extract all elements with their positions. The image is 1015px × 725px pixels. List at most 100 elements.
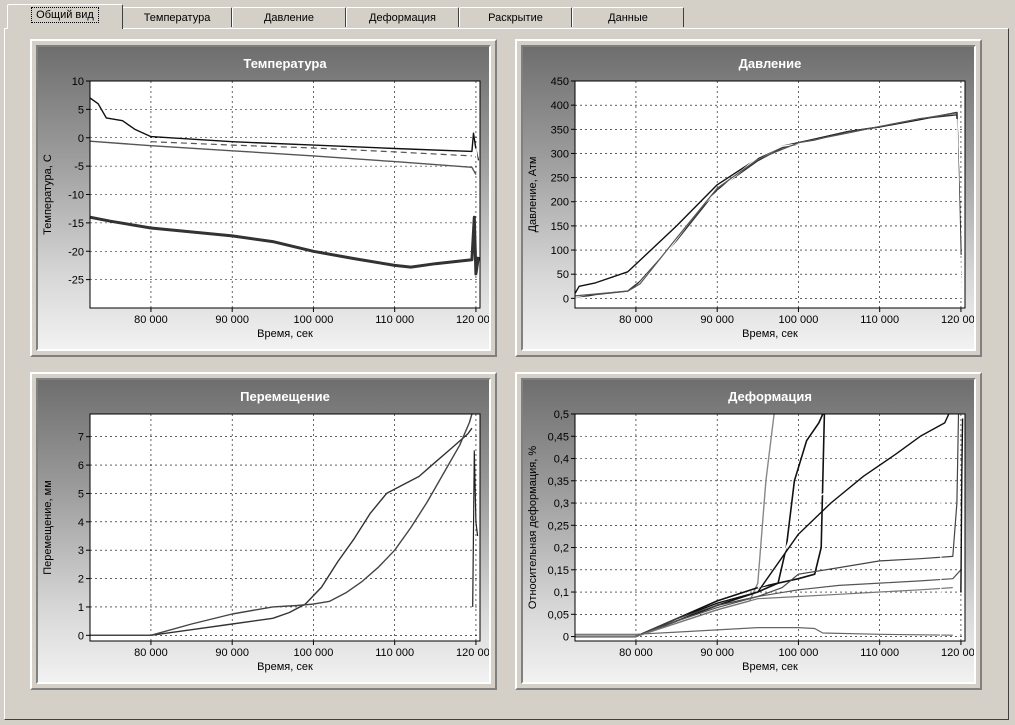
- tab-pressure[interactable]: Давление: [232, 7, 346, 27]
- x-tick-label: 100 000: [294, 314, 334, 326]
- chart-title: Давление: [739, 56, 802, 71]
- y-tick-label: -5: [74, 161, 84, 173]
- series-line-6: [575, 414, 960, 638]
- pressure-chart-area: Давление 80 000 90 000 100 000 110 000 120 00…: [521, 45, 976, 351]
- y-tick-label: 6: [78, 460, 84, 472]
- series-group: [575, 111, 962, 299]
- y-tick-label: -10: [68, 190, 84, 202]
- tab-page: Температура 80 000 90 000 100 000 110 000 120…: [4, 28, 1009, 720]
- x-tick-label: 80 000: [134, 647, 168, 659]
- x-tick-label: 80 000: [134, 314, 168, 326]
- tab-data[interactable]: Данные: [572, 7, 684, 27]
- x-tick-label: 100 000: [779, 647, 819, 659]
- tab-bar: Общий вид Температура Давление Деформаци…: [0, 0, 1015, 29]
- x-tick-label: 110 000: [375, 314, 414, 326]
- series-group: [575, 414, 964, 638]
- chart-title: Температура: [243, 56, 327, 71]
- y-tick-label: 100: [551, 245, 569, 257]
- series-line-4: [575, 112, 957, 297]
- displacement-chart-panel: Перемещение 80 000 90 000 100 000 110 000 120…: [30, 372, 497, 690]
- y-tick-label: 400: [551, 100, 569, 112]
- x-tick-label: 80 000: [619, 314, 653, 326]
- y-tick-label: 300: [551, 148, 569, 160]
- tab-deformation-label: Деформация: [369, 12, 436, 24]
- series-line-4: [150, 141, 472, 157]
- y-tick-label: 0,1: [554, 587, 569, 599]
- pressure-chart-panel: Давление 80 000 90 000 100 000 110 000 120 00…: [515, 39, 982, 357]
- y-tick-label: 5: [78, 104, 84, 116]
- series-line-7: [575, 569, 962, 638]
- deformation-chart-panel: Деформация 80 000 90 000 100 000 110 000 120 …: [515, 372, 982, 690]
- x-tick-label: 90 000: [215, 647, 249, 659]
- series-line-3: [575, 118, 962, 299]
- y-tick-label: 0,5: [554, 409, 569, 421]
- plot-frame: [89, 413, 481, 642]
- tab-opening[interactable]: Раскрытие: [459, 7, 572, 27]
- y-tick-label: 1: [78, 602, 84, 614]
- x-axis-label: Время, сек: [742, 661, 798, 673]
- y-tick-label: 0,35: [548, 476, 569, 488]
- temperature-chart: Температура 80 000 90 000 100 000 110 000 120…: [42, 56, 489, 340]
- tab-pressure-label: Давление: [263, 12, 315, 24]
- y-tick-label: 0,45: [548, 431, 569, 443]
- y-tick-label: 0,2: [554, 543, 569, 555]
- x-axis-label: Время, сек: [742, 328, 798, 340]
- plot-area: [574, 80, 966, 309]
- series-group: [90, 97, 480, 276]
- x-tick-label: 120 000: [456, 647, 489, 659]
- y-tick-label: 3: [78, 545, 84, 557]
- chart-title: Перемещение: [240, 389, 330, 404]
- y-tick-label: 150: [551, 221, 569, 233]
- y-tick-label: 200: [551, 197, 569, 209]
- x-tick-label: 100 000: [294, 647, 334, 659]
- y-tick-label: 0: [78, 630, 84, 642]
- displacement-chart-area: Перемещение 80 000 90 000 100 000 110 000 120…: [36, 378, 491, 684]
- y-tick-label: -25: [68, 275, 84, 287]
- y-tick-label: 4: [78, 517, 84, 529]
- y-axis-label: Давление, Атм: [527, 157, 539, 233]
- tab-opening-label: Раскрытие: [488, 12, 543, 24]
- series-line-3: [472, 450, 479, 607]
- x-tick-label: 120 000: [941, 647, 974, 659]
- y-tick-label: -20: [68, 246, 84, 258]
- x-axis-label: Время, сек: [257, 661, 313, 673]
- y-tick-label: 0,15: [548, 565, 569, 577]
- y-tick-label: 0,05: [548, 609, 569, 621]
- x-tick-label: 80 000: [619, 647, 653, 659]
- deformation-chart: Деформация 80 000 90 000 100 000 110 000 120 …: [527, 389, 974, 673]
- x-tick-label: 90 000: [215, 314, 249, 326]
- x-tick-label: 110 000: [860, 314, 899, 326]
- series-line-4: [757, 422, 954, 589]
- y-tick-label: 250: [551, 173, 569, 185]
- series-line-1: [90, 427, 473, 637]
- x-axis-label: Время, сек: [257, 328, 313, 340]
- y-tick-label: 5: [78, 488, 84, 500]
- y-axis-label: Относительная деформация, %: [527, 446, 539, 609]
- series-line-8: [575, 587, 953, 638]
- x-tick-label: 90 000: [700, 647, 734, 659]
- plot-frame: [574, 80, 966, 309]
- y-tick-label: 0,25: [548, 520, 569, 532]
- series-line-2: [90, 414, 473, 637]
- y-tick-label: 0,3: [554, 498, 569, 510]
- tab-temperature[interactable]: Температура: [122, 7, 232, 27]
- y-tick-label: 0: [563, 293, 569, 305]
- x-tick-label: 90 000: [700, 314, 734, 326]
- y-tick-label: 2: [78, 574, 84, 586]
- y-tick-label: 0: [78, 133, 84, 145]
- tab-overview-label: Общий вид: [31, 7, 99, 23]
- pressure-chart: Давление 80 000 90 000 100 000 110 000 120 00…: [527, 56, 974, 340]
- x-tick-label: 110 000: [860, 647, 899, 659]
- tab-overview[interactable]: Общий вид: [7, 4, 123, 29]
- x-tick-label: 120 000: [941, 314, 974, 326]
- series-line-10: [940, 427, 942, 637]
- y-tick-label: 450: [551, 76, 569, 88]
- temperature-chart-panel: Температура 80 000 90 000 100 000 110 000 120…: [30, 39, 497, 357]
- x-tick-label: 120 000: [456, 314, 489, 326]
- y-tick-label: 50: [557, 269, 569, 281]
- series-line-9: [575, 627, 953, 636]
- y-tick-label: 7: [78, 432, 84, 444]
- series-group: [90, 414, 479, 637]
- tab-deformation[interactable]: Деформация: [346, 7, 459, 27]
